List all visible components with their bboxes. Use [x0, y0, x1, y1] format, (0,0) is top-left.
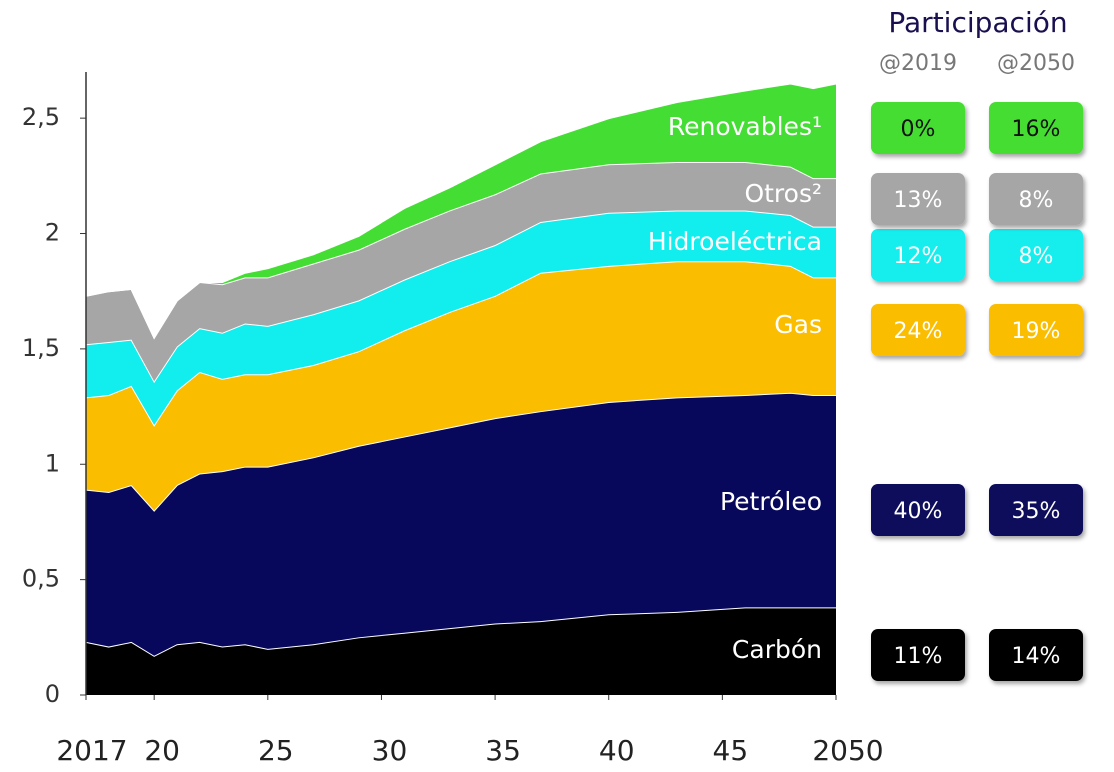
- share-label: 11%: [894, 644, 943, 669]
- area: [86, 210, 836, 426]
- share-title: Participación: [888, 6, 1067, 39]
- x-tick-label: 2050: [812, 734, 883, 767]
- share-label: 14%: [1012, 644, 1061, 669]
- share-box: [871, 173, 965, 225]
- share-box: [989, 484, 1083, 536]
- x-tick-label: 20: [144, 734, 180, 767]
- y-tick-label: 0,5: [22, 565, 60, 593]
- area: [86, 607, 836, 695]
- x-tick-label: 35: [485, 734, 521, 767]
- area: [86, 161, 836, 382]
- share-column: @2019: [879, 51, 957, 76]
- series-label: Gas: [774, 310, 822, 339]
- share-label: 19%: [1012, 319, 1061, 344]
- x-tick-label: 30: [372, 734, 408, 767]
- area: [86, 83, 836, 338]
- share-column: @2050: [997, 51, 1075, 76]
- share-box: [989, 304, 1083, 356]
- share-label: 16%: [1012, 117, 1061, 142]
- share-label: 8%: [1019, 244, 1054, 269]
- share-label: 35%: [1012, 499, 1061, 524]
- share-box: [871, 229, 965, 281]
- y-tick-label: 0: [45, 680, 60, 708]
- y-tick-label: 1,5: [22, 334, 60, 362]
- series-label: Otros²: [744, 179, 822, 208]
- series-label: Hidroeléctrica: [648, 227, 822, 256]
- share-label: 0%: [901, 117, 936, 142]
- share-label: 13%: [894, 188, 943, 213]
- area: [86, 261, 836, 511]
- y-tick-label: 2,5: [22, 103, 60, 131]
- x-tick-label: 40: [599, 734, 635, 767]
- x-tick-label: 45: [713, 734, 749, 767]
- share-box: [871, 102, 965, 154]
- share-label: 24%: [894, 319, 943, 344]
- share-box: [989, 102, 1083, 154]
- area: [86, 392, 836, 656]
- share-box: [871, 484, 965, 536]
- share-label: 8%: [1019, 188, 1054, 213]
- x-tick-label: 25: [258, 734, 294, 767]
- series-label: Renovables¹: [668, 112, 822, 141]
- share-box: [989, 229, 1083, 281]
- area-edge: [85, 82, 837, 340]
- x-tick-label: 2017: [56, 734, 127, 767]
- series-label: Carbón: [732, 635, 822, 664]
- share-box: [989, 173, 1083, 225]
- area-edge: [85, 606, 836, 657]
- share-label: 12%: [894, 244, 943, 269]
- y-tick-label: 2: [45, 219, 60, 247]
- series-label: Petróleo: [720, 487, 822, 516]
- share-box: [871, 629, 965, 681]
- y-tick-label: 1: [45, 449, 60, 477]
- share-label: 40%: [894, 499, 943, 524]
- share-box: [871, 304, 965, 356]
- share-box: [989, 629, 1083, 681]
